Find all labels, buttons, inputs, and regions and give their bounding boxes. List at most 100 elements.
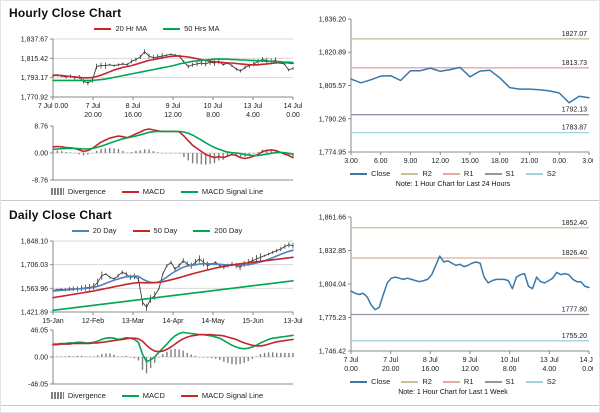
series-macd-signal-line [52, 333, 294, 353]
legend-item: MACD Signal Line [180, 389, 263, 402]
svg-text:1,836.20: 1,836.20 [319, 17, 346, 24]
svg-text:10 Jul: 10 Jul [204, 103, 223, 110]
svg-text:1813.73: 1813.73 [562, 60, 587, 67]
axes [52, 241, 293, 313]
line-swatch [525, 380, 543, 383]
svg-text:4.00: 4.00 [543, 366, 557, 373]
legend-item: R2 [401, 167, 432, 180]
legend-label: Divergence [67, 187, 106, 196]
svg-text:15-Jan: 15-Jan [42, 318, 64, 325]
svg-text:7 Jul: 7 Jul [344, 357, 359, 364]
y-axis-labels: 8.76 0.00 -8.76 [32, 124, 53, 185]
svg-text:1852.40: 1852.40 [562, 220, 587, 227]
weekly-support-resistance-chart: 1,861.66 1,832.85 1,804.04 1,775.23 1,746.42… [307, 209, 599, 388]
svg-text:0.00: 0.00 [582, 366, 593, 373]
daily-macd-chart: 46.05 0.00 -46.05 Divergence MACD MACD Signal… [7, 325, 307, 402]
svg-text:1826.40: 1826.40 [562, 250, 587, 257]
svg-text:8.00: 8.00 [206, 112, 220, 119]
section-divider [1, 200, 599, 201]
level-line-r2: 1827.07 [351, 31, 589, 40]
svg-text:1,706.03: 1,706.03 [21, 262, 48, 269]
svg-text:1,421.89: 1,421.89 [21, 310, 48, 317]
line-swatch [442, 172, 460, 175]
svg-text:1827.07: 1827.07 [562, 31, 587, 38]
line-swatch [401, 380, 419, 383]
series-close [350, 255, 590, 311]
svg-text:20.00: 20.00 [382, 366, 400, 373]
svg-text:9 Jul: 9 Jul [463, 357, 478, 364]
hourly-chart-title: Hourly Close Chart [9, 6, 122, 20]
line-swatch [94, 27, 112, 30]
legend-item: R1 [442, 167, 474, 180]
svg-text:1,563.96: 1,563.96 [21, 286, 48, 293]
legend-label: MACD [142, 187, 165, 196]
svg-text:12.00: 12.00 [461, 366, 479, 373]
series-200-day [52, 279, 294, 312]
legend-item: Divergence [50, 389, 106, 402]
svg-text:3.00: 3.00 [344, 158, 358, 165]
svg-text:14-May: 14-May [201, 318, 225, 325]
daily-price-chart: 20 Day 50 Day 200 Day 1,848.10 1,706.03 1,563… [7, 224, 307, 325]
legend-item: S2 [525, 375, 556, 388]
legend-label: 20 Hr MA [115, 24, 148, 33]
legend-item: Close [350, 167, 390, 180]
legend-label: 200 Day [214, 226, 243, 235]
legend-item: 20 Day [71, 224, 117, 237]
svg-text:4.00: 4.00 [246, 112, 260, 119]
level-line-s1: 1792.13 [351, 107, 589, 116]
series-divergence [52, 348, 294, 374]
line-swatch [350, 380, 368, 383]
series-50-hrs-ma [52, 58, 294, 82]
hourly-support-resistance-chart: 1,836.20 1,820.89 1,805.57 1,790.26 1,774.95… [307, 11, 599, 180]
gridlines [53, 38, 293, 79]
svg-text:1,746.42: 1,746.42 [319, 349, 346, 356]
level-line-r2: 1852.40 [351, 220, 589, 229]
legend-label: S1 [505, 169, 515, 178]
svg-text:1783.87: 1783.87 [562, 125, 587, 132]
line-swatch [350, 172, 368, 175]
legend-item: 50 Day [132, 224, 177, 237]
svg-text:1,837.67: 1,837.67 [21, 37, 48, 44]
svg-text:7 Jul: 7 Jul [383, 357, 398, 364]
level-line-r1: 1813.73 [351, 60, 589, 69]
series-close [350, 66, 590, 104]
weekly_sr-plot: 1,861.66 1,832.85 1,804.04 1,775.23 1,746.42… [319, 215, 599, 374]
line-swatch [484, 172, 502, 175]
line-swatch [132, 229, 150, 232]
svg-text:0.00: 0.00 [552, 158, 566, 165]
svg-text:1792.13: 1792.13 [562, 107, 587, 114]
daily-chart-title: Daily Close Chart [9, 208, 112, 222]
line-swatch [121, 190, 139, 193]
legend-item: Close [350, 375, 390, 388]
svg-text:1777.80: 1777.80 [562, 307, 587, 314]
legend-label: S1 [505, 377, 515, 386]
svg-text:12.00: 12.00 [164, 112, 182, 119]
legend-label: R1 [463, 377, 474, 386]
line-swatch [121, 394, 139, 397]
legend-label: 20 Day [92, 226, 117, 235]
svg-text:0.00: 0.00 [286, 112, 300, 119]
svg-text:-46.05: -46.05 [28, 382, 48, 389]
svg-text:16.00: 16.00 [422, 366, 440, 373]
legend-item: MACD Signal Line [180, 185, 263, 198]
hourly-macd-chart: 8.76 0.00 -8.76 Divergence MACD MACD Signal L… [7, 121, 307, 198]
hourly-sr-note: Note: 1 Hour Chart for Last 24 Hours [395, 181, 511, 188]
svg-text:20.00: 20.00 [84, 112, 102, 119]
gridlines [53, 240, 293, 289]
svg-text:7 Jul: 7 Jul [86, 103, 101, 110]
hourly_price-legend: 20 Hr MA 50 Hrs MA [7, 22, 307, 35]
legend-item: R1 [442, 375, 474, 388]
axes [52, 39, 293, 98]
legend-item: S2 [525, 167, 556, 180]
hourly_sr-legend: Close R2 R1 S1 S2 [307, 167, 599, 180]
bottom-divider [1, 405, 599, 406]
legend-label: R2 [422, 377, 432, 386]
svg-text:1,805.57: 1,805.57 [319, 83, 346, 90]
legend-label: S2 [546, 169, 556, 178]
legend-label: R1 [463, 169, 474, 178]
legend-item: S1 [484, 167, 515, 180]
svg-text:1,848.10: 1,848.10 [21, 239, 48, 246]
svg-text:1,832.85: 1,832.85 [319, 248, 346, 255]
svg-text:8 Jul: 8 Jul [423, 357, 438, 364]
